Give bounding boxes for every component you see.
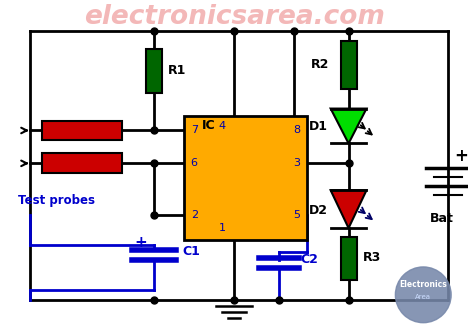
- Text: Test probes: Test probes: [18, 194, 95, 207]
- Text: 6: 6: [191, 158, 198, 168]
- Polygon shape: [330, 190, 367, 228]
- Circle shape: [395, 267, 451, 323]
- Text: Electronics: Electronics: [400, 280, 447, 289]
- Bar: [42, 121, 122, 140]
- Text: electronicsarea.com: electronicsarea.com: [84, 4, 384, 30]
- Text: D2: D2: [309, 204, 328, 217]
- Text: 5: 5: [293, 210, 300, 220]
- Text: 7: 7: [191, 125, 198, 135]
- Bar: [146, 49, 162, 93]
- Text: 1: 1: [219, 223, 226, 233]
- Text: 3: 3: [293, 158, 300, 168]
- Polygon shape: [330, 109, 367, 143]
- Text: R3: R3: [362, 251, 381, 265]
- Text: 2: 2: [191, 210, 198, 220]
- Text: D1: D1: [309, 120, 328, 133]
- Text: R1: R1: [168, 64, 187, 77]
- Text: Area: Area: [415, 294, 431, 300]
- Text: C2: C2: [301, 253, 319, 266]
- Text: 8: 8: [293, 125, 300, 135]
- Text: +: +: [134, 234, 147, 250]
- Bar: [184, 116, 307, 240]
- Text: +: +: [454, 147, 468, 165]
- Text: IC: IC: [202, 119, 216, 132]
- Text: Bat: Bat: [430, 211, 454, 225]
- Text: 4: 4: [219, 121, 226, 130]
- Bar: [341, 41, 357, 89]
- Bar: [341, 237, 357, 280]
- Text: C1: C1: [182, 245, 200, 258]
- Bar: [42, 153, 122, 173]
- Text: R2: R2: [311, 58, 329, 71]
